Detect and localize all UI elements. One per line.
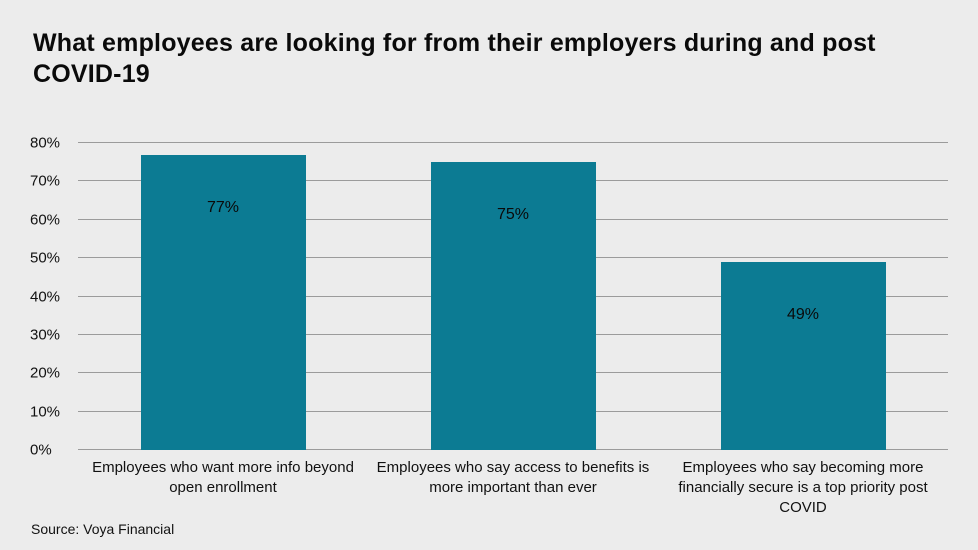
y-axis: 0% 10% 20% 30% 40% 50% 60% 70% 80%: [30, 135, 78, 459]
x-category-label: Employees who say becoming more financia…: [658, 458, 948, 517]
plot-area: 77% 75% 49%: [78, 142, 948, 450]
y-tick-label: 70%: [30, 172, 61, 190]
chart-bar: 77%: [140, 154, 306, 450]
y-tick-label: 40%: [30, 288, 61, 305]
y-tick-label: 50%: [30, 249, 61, 267]
y-tick-label: 20%: [30, 364, 61, 382]
source-note: Source: Voya Financial: [31, 521, 175, 537]
x-category-label-text: Employees who say access to benefits is …: [376, 459, 650, 496]
bars: 77% 75% 49%: [78, 143, 948, 450]
gridline: [78, 142, 948, 143]
x-category-label: Employees who say access to benefits is …: [368, 458, 658, 517]
y-tick-label: 80%: [30, 134, 61, 152]
x-labels: Employees who want more info beyond open…: [78, 458, 948, 517]
bar-value-label: 77%: [206, 198, 240, 216]
chart-bar: 49%: [720, 261, 886, 450]
y-tick-label: 0%: [30, 441, 52, 459]
bar-slot: 49%: [658, 143, 948, 450]
bar-value-label: 75%: [496, 206, 530, 224]
bar-slot: 75%: [368, 143, 658, 450]
y-tick-label: 10%: [30, 403, 61, 421]
x-category-label: Employees who want more info beyond open…: [78, 458, 368, 517]
bar-slot: 77%: [78, 143, 368, 450]
bar-value-label: 49%: [786, 305, 820, 323]
y-tick-label: 60%: [30, 211, 61, 229]
x-category-label-text: Employees who want more info beyond open…: [92, 459, 354, 496]
chart-bar: 75%: [430, 162, 596, 450]
x-category-label-text: Employees who say becoming more financia…: [678, 459, 928, 516]
y-tick-label: 30%: [30, 326, 61, 344]
chart-title: What employees are looking for from thei…: [33, 29, 876, 89]
